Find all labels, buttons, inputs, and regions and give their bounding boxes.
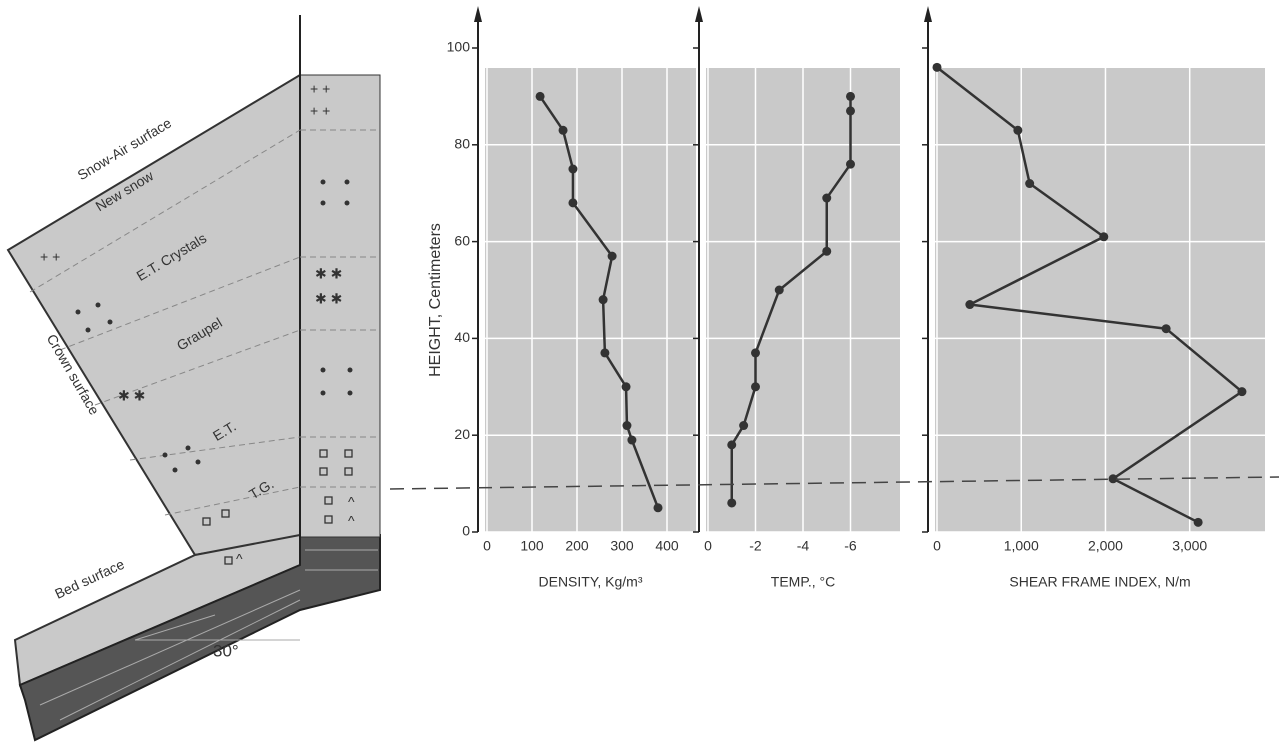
data-point [1237,387,1247,397]
x-axis-title: SHEAR FRAME INDEX, N/m [1009,574,1190,590]
data-point [1108,474,1118,484]
svg-text:✱ ✱: ✱ ✱ [118,388,145,404]
axis-arrow [474,6,482,22]
x-tick-label: 2,000 [1088,538,1123,554]
reference-line [389,476,1279,490]
data-point [822,193,832,203]
svg-text:^: ^ [348,494,355,510]
profile-column [299,74,381,538]
y-axis-title: HEIGHT, Centimeters [427,223,444,377]
data-point [653,503,663,513]
data-point [1099,232,1109,242]
snow-diagram: + ++ + + + ✱ ✱✱ ✱✱ ✱ ^^^ Snow-Air surfac… [6,15,381,742]
y-tick-label: 100 [447,39,471,55]
data-point [598,295,608,305]
data-point [822,246,832,256]
data-point [932,62,942,72]
svg-text:+ +: + + [310,81,330,97]
x-tick-label: -6 [844,538,857,554]
plot-panel [485,68,696,532]
y-tick-label: 60 [454,232,470,248]
data-point [1161,324,1171,334]
x-tick-label: 0 [933,538,941,554]
x-tick-label: 0 [483,538,491,554]
data-point [965,300,975,310]
data-point [846,106,855,116]
x-tick-label: 300 [610,538,634,554]
data-point [1193,517,1203,527]
layer-boundaries [29,129,380,516]
data-point [739,421,749,431]
data-point [751,348,760,358]
plot-panel [935,68,1265,532]
svg-text:^: ^ [236,551,243,567]
x-axis-title: DENSITY, Kg/m³ [539,574,643,590]
ground [18,534,381,742]
x-tick-label: -2 [749,538,762,554]
x-tick-label: -4 [797,538,810,554]
data-point [1013,125,1023,135]
y-tick-label: 80 [454,136,470,152]
svg-text:✱ ✱: ✱ ✱ [315,291,342,307]
data-point [774,285,784,295]
slope-angle: 30° [213,641,239,660]
y-tick-label: 0 [462,523,470,539]
data-point [535,91,545,101]
x-axis-title: TEMP., °C [771,574,835,590]
svg-text:^: ^ [348,513,355,529]
data-point [568,164,578,174]
data-point [622,421,632,431]
axis-arrow [924,6,932,22]
data-point [751,382,760,392]
axis-arrow [695,6,703,22]
data-point [568,198,578,208]
data-point [627,435,637,445]
data-point [846,159,855,169]
x-tick-label: 400 [655,538,679,554]
x-tick-label: 200 [565,538,589,554]
data-point [621,382,631,392]
svg-text:+ +: + + [310,103,330,119]
data-point [558,125,568,135]
data-point [727,498,737,508]
data-point [846,91,855,101]
data-point [1025,179,1035,189]
data-point [600,348,610,358]
svg-text:+ +: + + [40,249,60,265]
data-point [607,251,617,261]
x-tick-label: 100 [520,538,544,554]
y-tick-label: 40 [454,329,470,345]
x-tick-label: 1,000 [1004,538,1039,554]
x-tick-label: 3,000 [1172,538,1207,554]
x-tick-label: 0 [704,538,712,554]
svg-text:✱ ✱: ✱ ✱ [315,266,342,282]
layer-symbols: + + + + + + ✱ ✱ ✱ ✱ ✱ ✱ ^ ^ ^ [40,81,355,567]
ground-texture [39,549,378,721]
y-tick-label: 20 [454,426,470,442]
data-point [727,440,737,450]
